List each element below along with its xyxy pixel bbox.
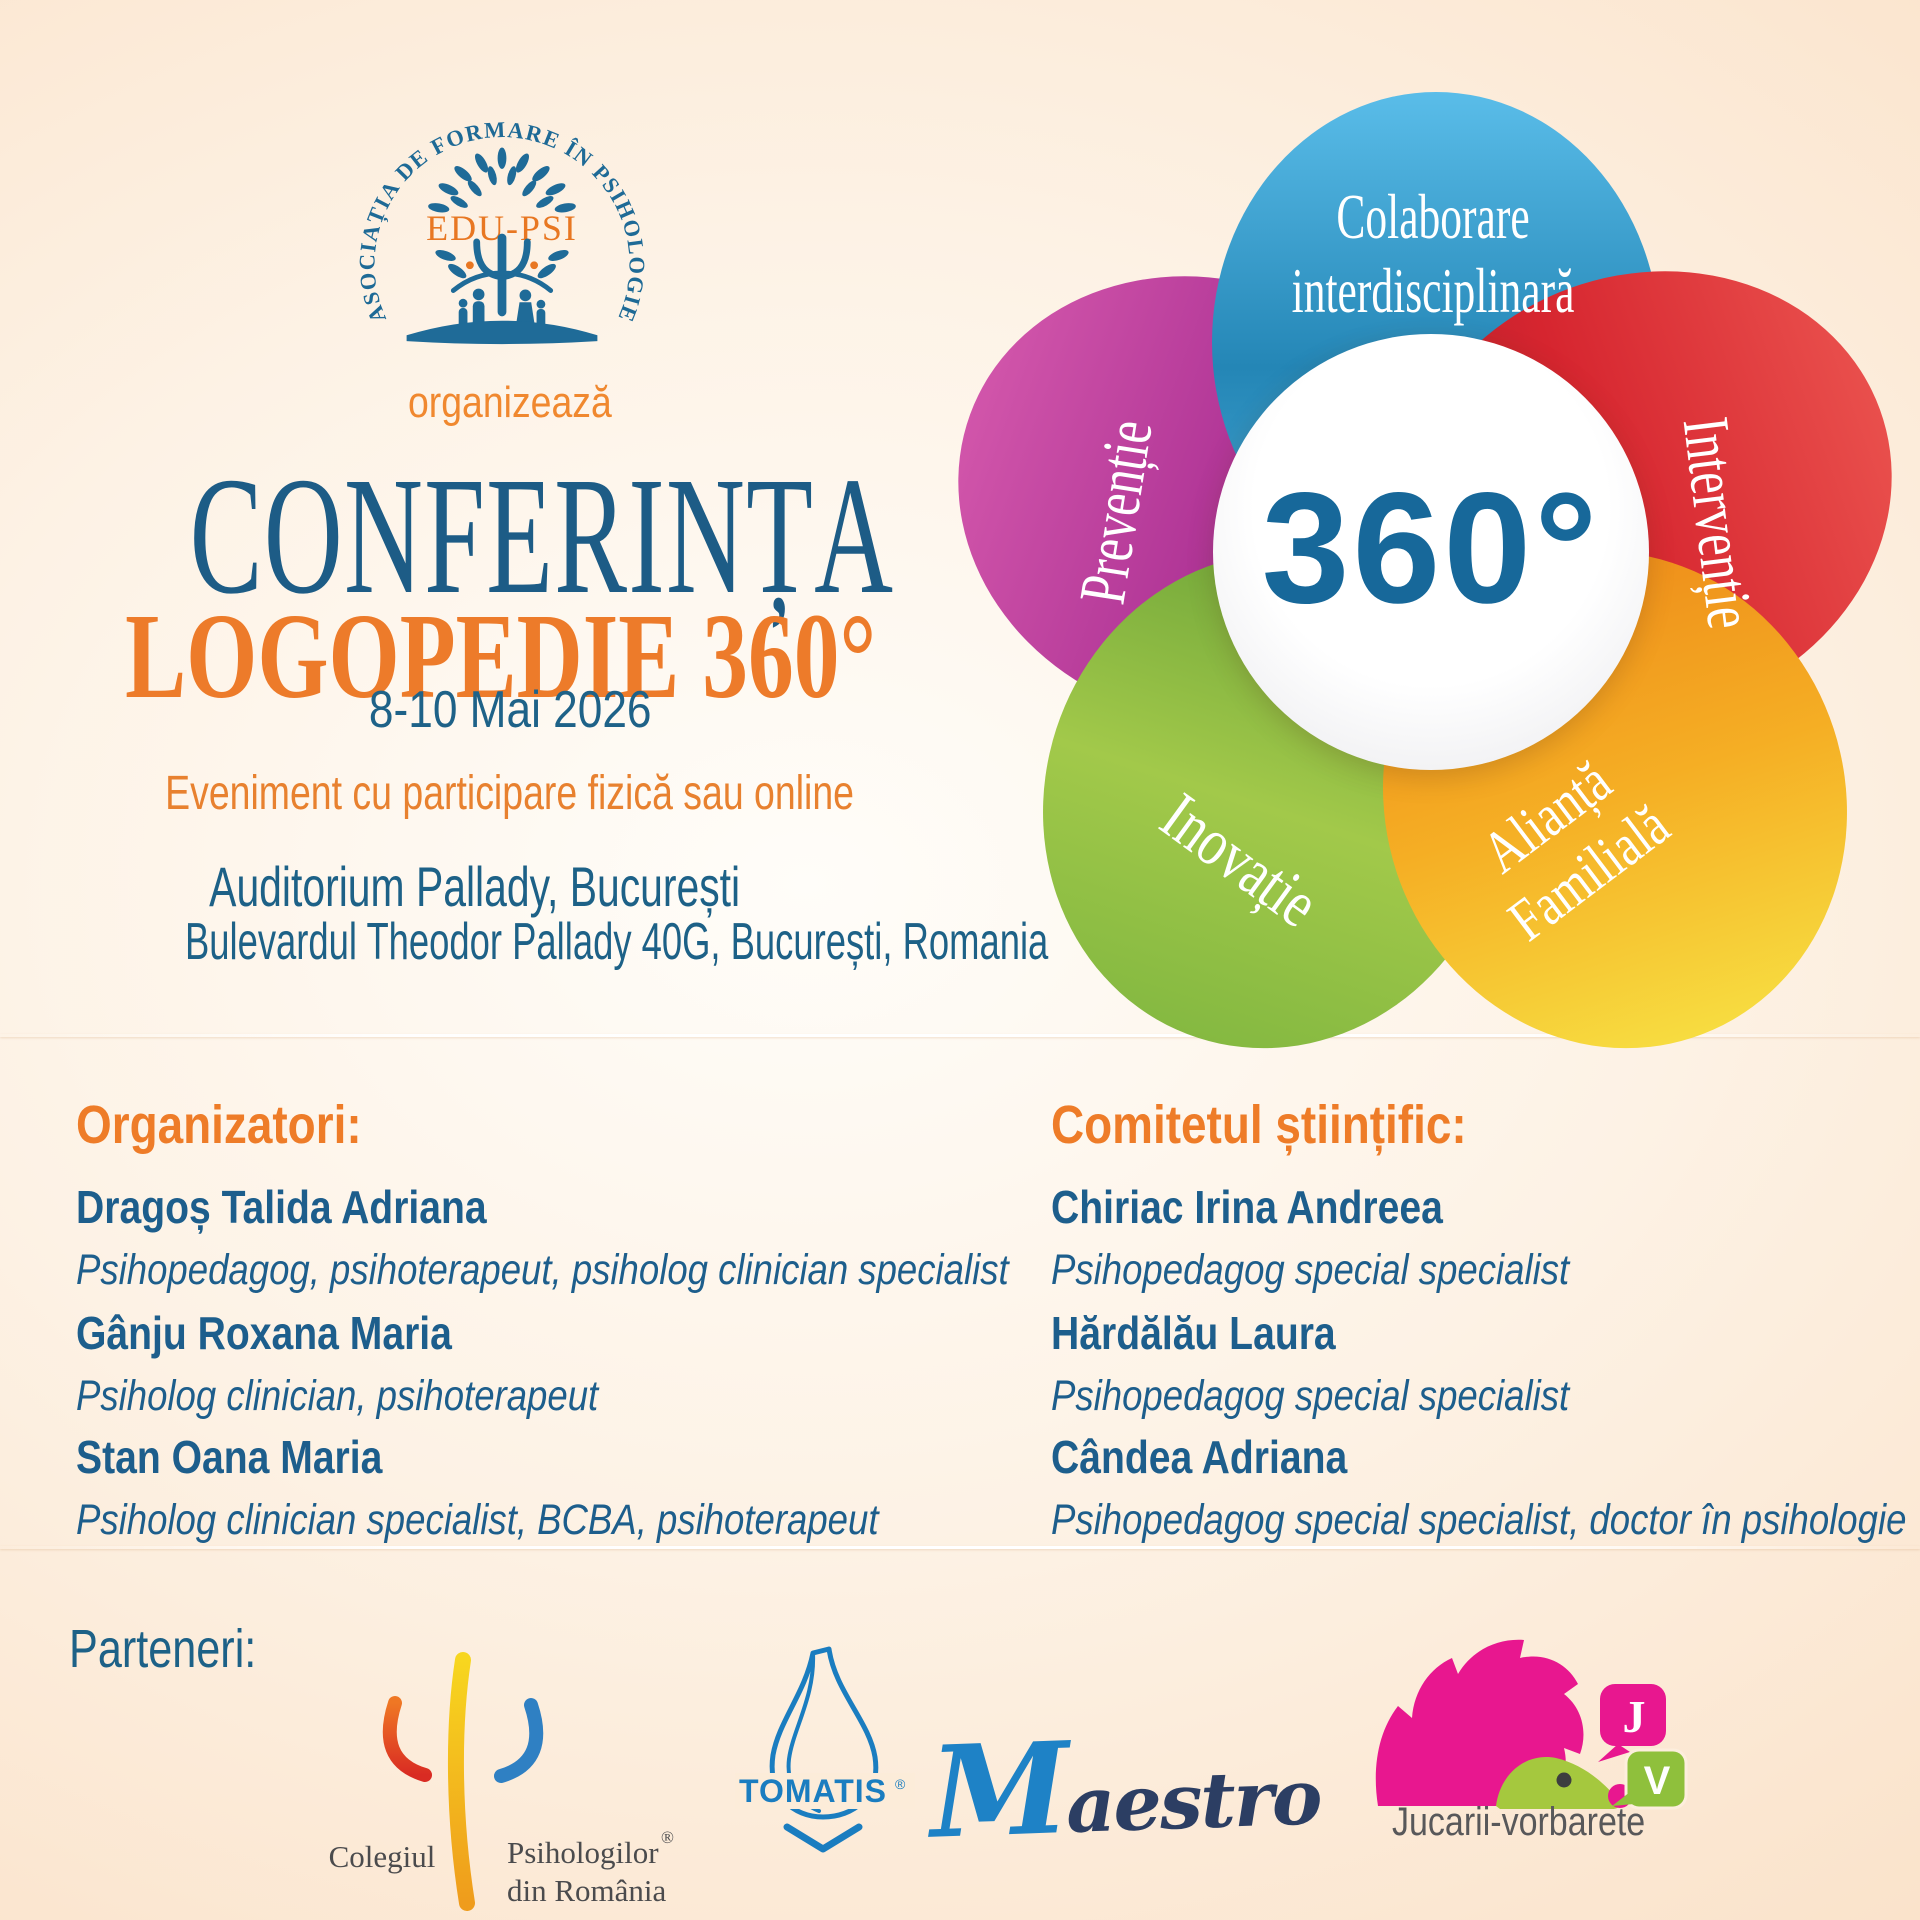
person-name: Gânju Roxana Maria (76, 1307, 452, 1359)
person-role: Psihopedagog special specialist (1051, 1372, 1570, 1420)
tomatis-wordmark: TOMATIS (739, 1773, 887, 1809)
petal-label-colaborare: Colaborare interdisciplinară (1291, 180, 1575, 326)
partners-heading: Parteneri: (69, 1619, 257, 1679)
hedgehog-icon (1375, 1639, 1632, 1809)
diagram-center-circle (1213, 334, 1649, 770)
bubble-letter-j: J (1623, 1691, 1646, 1742)
person-name: Chiriac Irina Andreea (1051, 1181, 1443, 1233)
person-role: Psiholog clinician specialist, BCBA, psi… (76, 1496, 879, 1544)
family-silhouette-icon (406, 288, 598, 345)
maestro-logo: Maestro (928, 1705, 1323, 1867)
person-name: Hărdălău Laura (1051, 1307, 1336, 1359)
psi-symbol-icon (382, 1652, 544, 1911)
speech-bubble-j-icon: J (1598, 1684, 1666, 1762)
person-name: Stan Oana Maria (76, 1431, 383, 1483)
jucarii-vorbarete-logo: J V (1375, 1639, 1688, 1810)
person-entry: Stan Oana Maria Psiholog clinician speci… (76, 1430, 1020, 1545)
person-entry: Chiriac Irina Andreea Psihopedagog speci… (1051, 1180, 1661, 1295)
tomatis-reg-mark: ® (895, 1776, 906, 1792)
bubble-letter-v: V (1644, 1759, 1671, 1803)
tomatis-logo: TOMATIS ® (735, 1646, 915, 1853)
page-title: CONFERINȚA (189, 443, 895, 629)
maestro-wordmark: aestro (1064, 1752, 1322, 1851)
edupsi-logo: ASOCIAȚIA DE FORMARE ÎN PSIHOLOGIE (356, 117, 648, 345)
diagram-center-label: 360° (1261, 460, 1601, 637)
jucarii-caption: Jucarii-vorbarete (1392, 1800, 1646, 1844)
person-role: Psihopedagog, psihoterapeut, psiholog cl… (76, 1246, 1009, 1294)
person-entry: Gânju Roxana Maria Psiholog clinician, p… (76, 1306, 690, 1421)
person-role: Psiholog clinician, psihoterapeut (76, 1372, 599, 1420)
person-role: Psihopedagog special specialist, doctor … (1051, 1496, 1907, 1544)
tomatis-chevron-icon (783, 1823, 863, 1853)
tree-trunk-icon (450, 233, 554, 317)
organizers-heading: Organizatori: (76, 1095, 362, 1155)
event-address: Bulevardul Theodor Pallady 40G, Bucureșt… (184, 913, 1049, 971)
tree-foliage-icon (428, 147, 576, 279)
tagline: organizează (408, 378, 612, 427)
colegiul-word-left: Colegiul (329, 1839, 436, 1874)
person-entry: Cândea Adriana Psihopedagog special spec… (1051, 1430, 1920, 1545)
person-name: Cândea Adriana (1051, 1431, 1348, 1483)
page-subtitle: LOGOPEDIE 360° (125, 589, 877, 724)
colegiul-reg-mark: ® (661, 1828, 674, 1847)
section-divider (0, 1546, 1920, 1549)
colegiul-word-right: Psihologilor (507, 1835, 659, 1870)
event-venue: Auditorium Pallady, București (209, 855, 741, 918)
maestro-initial: M (927, 1714, 1069, 1867)
speech-bubble-v-icon: V (1612, 1748, 1688, 1810)
committee-heading: Comitetul științific: (1051, 1095, 1467, 1155)
colegiul-word-bottom: din România (507, 1873, 667, 1908)
event-mode: Eveniment cu participare fizică sau onli… (165, 767, 855, 820)
person-role: Psihopedagog special specialist (1051, 1246, 1570, 1294)
person-name: Dragoș Talida Adriana (76, 1181, 487, 1233)
person-entry: Hărdălău Laura Psihopedagog special spec… (1051, 1306, 1661, 1421)
section-divider (0, 1034, 1920, 1037)
tree-mound-icon (406, 320, 598, 345)
person-entry: Dragoș Talida Adriana Psihopedagog, psih… (76, 1180, 1173, 1295)
event-date: 8-10 Mai 2026 (368, 681, 652, 739)
colegiul-psihologilor-logo: Colegiul Psihologilor ® din România (329, 1652, 674, 1911)
